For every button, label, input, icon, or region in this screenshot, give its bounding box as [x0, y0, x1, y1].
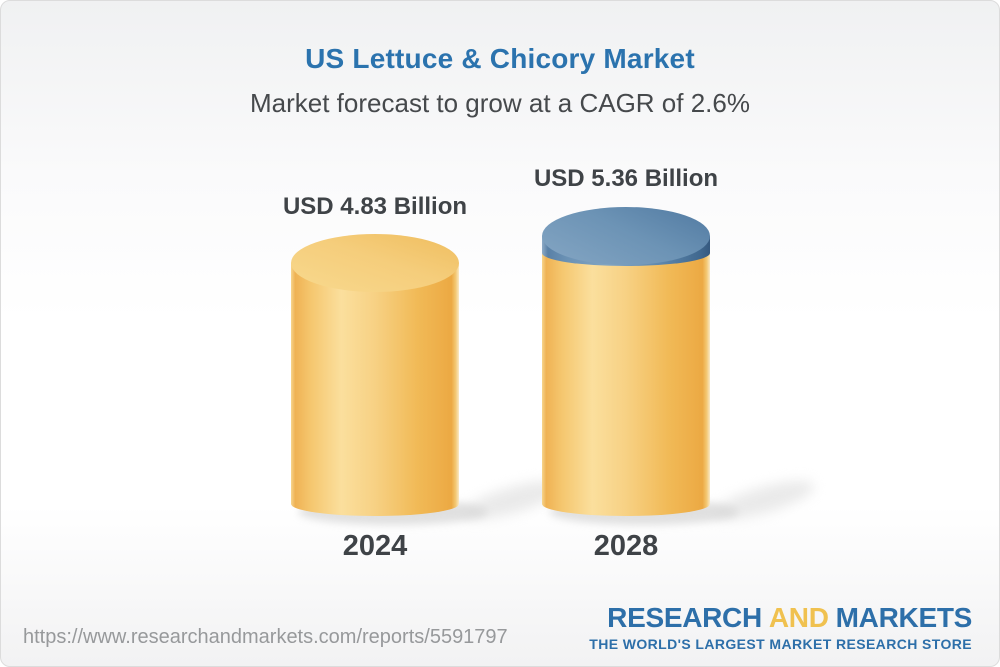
chart-title: US Lettuce & Chicory Market [305, 43, 695, 74]
shadow-wedge-2024 [462, 480, 564, 520]
bar-2028-body [542, 251, 710, 516]
bar-year-label-2028: 2028 [593, 530, 659, 562]
bar-2028-cylinder [542, 207, 710, 516]
brand-logo: RESEARCH AND MARKETS THE WORLD'S LARGEST M… [589, 603, 972, 653]
shadow-wedge-2028 [713, 480, 815, 520]
logo-tagline: THE WORLD'S LARGEST MARKET RESEARCH STOR… [589, 636, 972, 653]
growth-cap-top-2028 [542, 207, 710, 265]
bar-value-label-2024: USD 4.83 Billion [282, 193, 468, 220]
bar-2024-body [291, 263, 459, 516]
bar-2024-cylinder [291, 234, 459, 516]
brand-logo-wordmark: RESEARCH AND MARKETS [589, 603, 972, 632]
source-url: https://www.researchandmarkets.com/repor… [23, 626, 508, 648]
chart-subtitle: Market forecast to grow at a CAGR of 2.6… [250, 88, 750, 118]
logo-word-research: RESEARCH [607, 602, 762, 633]
bar-year-label-2024: 2024 [342, 530, 408, 562]
logo-word-markets: MARKETS [835, 602, 973, 633]
logo-word-and: AND [768, 602, 829, 633]
bar-2024-top [291, 234, 459, 292]
bar-value-label-2028: USD 5.36 Billion [533, 165, 719, 192]
